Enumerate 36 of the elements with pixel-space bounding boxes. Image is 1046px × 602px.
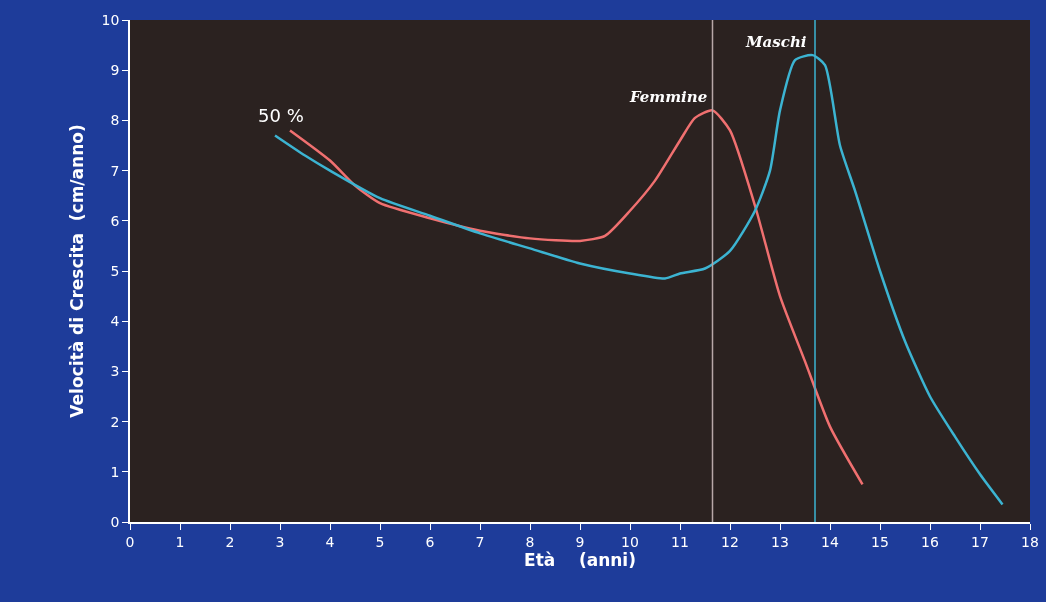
x-tick-label: 12 — [721, 533, 739, 550]
y-tick-label: 6 — [110, 212, 120, 229]
x-tick-label: 6 — [425, 533, 435, 550]
x-tick-label: 8 — [525, 533, 535, 550]
x-tick-label: 4 — [325, 533, 335, 550]
y-tick-label: 5 — [110, 262, 120, 279]
y-tick-label: 10 — [101, 11, 120, 28]
x-tick-label: 5 — [375, 533, 385, 550]
line-series — [288, 109, 864, 486]
x-tick-label: 0 — [125, 533, 135, 550]
y-tick-label: 1 — [110, 463, 120, 480]
x-tick-label: 7 — [475, 533, 485, 550]
y-tick-label: 8 — [110, 112, 120, 129]
x-tick-label: 17 — [971, 533, 989, 550]
series-label: Femmine — [629, 88, 708, 106]
x-tick-label: 2 — [225, 533, 235, 550]
y-tick-label: 9 — [110, 62, 120, 79]
y-tick-label: 4 — [110, 313, 120, 330]
series-label: Maschi — [745, 33, 807, 51]
x-tick-label: 18 — [1021, 533, 1039, 550]
x-tick-label: 10 — [621, 533, 639, 550]
annotation: 50 % — [258, 105, 304, 126]
x-tick-label: 11 — [671, 533, 689, 550]
x-tick-label: 15 — [871, 533, 889, 550]
x-tick-label: 1 — [175, 533, 185, 550]
x-axis-title: Età (anni) — [524, 549, 636, 570]
x-tick-label: 16 — [921, 533, 939, 550]
y-tick-label: 2 — [110, 413, 120, 430]
x-tick-label: 13 — [771, 533, 789, 550]
y-tick-label: 3 — [110, 363, 120, 380]
y-axis-title: Velocità di Crescita (cm/anno) — [66, 124, 87, 418]
y-tick-label: 7 — [110, 162, 120, 179]
x-tick-label: 14 — [821, 533, 839, 550]
x-tick-label: 9 — [575, 533, 585, 550]
x-tick-label: 3 — [275, 533, 285, 550]
y-tick-label: 0 — [110, 513, 120, 530]
